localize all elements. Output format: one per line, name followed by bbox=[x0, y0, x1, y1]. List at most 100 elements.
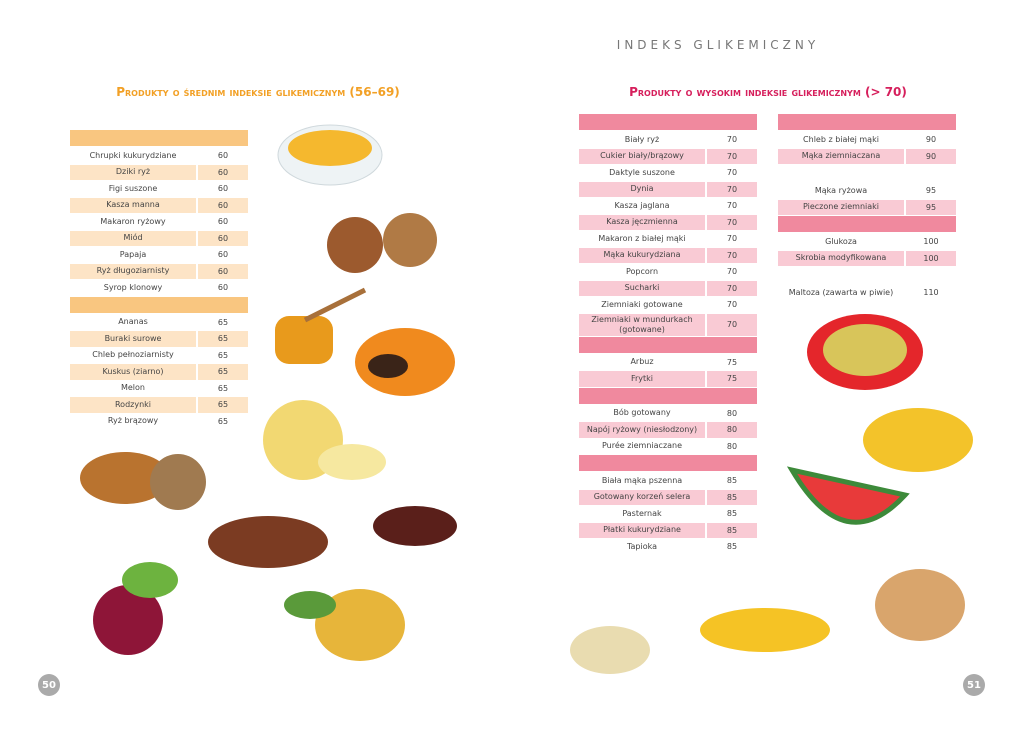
gi-value: 95 bbox=[925, 186, 937, 196]
gi-value: 75 bbox=[707, 371, 757, 387]
table-row: Płatki kukurydziane 85 bbox=[579, 522, 757, 538]
food-name: Mąka ryżowa bbox=[814, 185, 868, 195]
table-medium: Chrupki kukurydziane 60 Dziki ryż 60 Figi su… bbox=[70, 130, 248, 430]
food-name: Purée ziemniaczane bbox=[601, 441, 683, 451]
table-row: Makaron z białej mąki 70 bbox=[579, 231, 757, 247]
food-name: Buraki surowe bbox=[70, 331, 196, 347]
table-row: Kasza manna 60 bbox=[70, 197, 248, 213]
bread-slice bbox=[150, 454, 206, 510]
gi-value: 60 bbox=[217, 283, 229, 293]
food-name: Mąka kukurydziana bbox=[579, 247, 705, 263]
table-row: Kuskus (ziarno) 65 bbox=[70, 364, 248, 380]
gi-value: 70 bbox=[707, 181, 757, 197]
gi-value: 70 bbox=[707, 247, 757, 263]
fig bbox=[327, 217, 383, 273]
gi-value: 60 bbox=[217, 250, 229, 260]
gi-value: 70 bbox=[707, 148, 757, 164]
table-row: Chrupki kukurydziane 60 bbox=[70, 148, 248, 164]
table-row: Pieczone ziemniaki 95 bbox=[778, 199, 956, 215]
melon-slice bbox=[318, 444, 386, 480]
gi-value: 65 bbox=[217, 350, 229, 360]
group-header bbox=[579, 336, 757, 353]
gi-value: 70 bbox=[707, 214, 757, 230]
food-name: Kasza jęczmienna bbox=[579, 214, 705, 230]
group-header bbox=[70, 296, 248, 313]
food-name: Tapioka bbox=[626, 541, 658, 551]
gi-value: 65 bbox=[198, 331, 248, 347]
bread bbox=[80, 452, 170, 504]
gi-value: 70 bbox=[726, 201, 738, 211]
food-name: Popcorn bbox=[625, 266, 659, 276]
gi-value: 90 bbox=[925, 135, 937, 145]
table-row: Syrop klonowy 60 bbox=[70, 280, 248, 296]
gi-value: 60 bbox=[217, 151, 229, 161]
gi-value: 95 bbox=[906, 199, 956, 215]
group-header bbox=[579, 387, 757, 404]
table-row: Papaja 60 bbox=[70, 247, 248, 263]
table-row: Figi suszone 60 bbox=[70, 181, 248, 197]
pineapple-leaves bbox=[284, 591, 336, 619]
food-name: Pieczone ziemniaki bbox=[778, 199, 904, 215]
table-row: Purée ziemniaczane 80 bbox=[579, 439, 757, 455]
parsnip bbox=[570, 626, 650, 674]
food-name: Dynia bbox=[579, 181, 705, 197]
food-name: Frytki bbox=[579, 371, 705, 387]
food-name: Biała mąka pszenna bbox=[601, 475, 683, 485]
gi-value: 70 bbox=[726, 300, 738, 310]
table-row: Kasza jaglana 70 bbox=[579, 198, 757, 214]
table-row: Ananas 65 bbox=[70, 315, 248, 331]
right-title: Produkty o wysokim indeksie glikemicznym… bbox=[629, 85, 907, 99]
table-row: Biała mąka pszenna 85 bbox=[579, 473, 757, 489]
table-row: Maltoza (zawarta w piwie) 110 bbox=[778, 285, 956, 301]
gi-value: 65 bbox=[217, 383, 229, 393]
rice bbox=[208, 516, 328, 568]
table-row: Glukoza 100 bbox=[778, 234, 956, 250]
table-row: Pasternak 85 bbox=[579, 506, 757, 522]
food-name: Cukier biały/brązowy bbox=[579, 148, 705, 164]
food-name: Kasza manna bbox=[70, 197, 196, 213]
gi-value: 85 bbox=[707, 522, 757, 538]
gi-value: 75 bbox=[726, 357, 738, 367]
group-header bbox=[579, 114, 757, 130]
gi-value: 60 bbox=[217, 184, 229, 194]
left-title: Produkty o średnim indeksie glikemicznym… bbox=[116, 85, 400, 99]
gi-value: 85 bbox=[726, 476, 738, 486]
table-row: Daktyle suszone 70 bbox=[579, 165, 757, 181]
table-row: Ziemniaki w mundurkach (gotowane) 70 bbox=[579, 313, 757, 336]
table-row: Makaron ryżowy 60 bbox=[70, 214, 248, 230]
food-name: Glukoza bbox=[825, 236, 857, 246]
table-row: Ziemniaki gotowane 70 bbox=[579, 297, 757, 313]
food-name: Pasternak bbox=[622, 508, 662, 518]
gi-value: 65 bbox=[217, 317, 229, 327]
food-name: Ziemniaki gotowane bbox=[601, 299, 683, 309]
food-name: Napój ryżowy (niesłodzony) bbox=[579, 422, 705, 438]
gi-value: 65 bbox=[198, 397, 248, 413]
running-header: INDEKS GLIKEMICZNY bbox=[616, 38, 820, 52]
white-bread bbox=[875, 569, 965, 641]
papaya-seeds bbox=[368, 354, 408, 378]
food-name: Miód bbox=[70, 230, 196, 246]
table-row: Mąka kukurydziana 70 bbox=[579, 247, 757, 263]
watermelon bbox=[786, 466, 910, 525]
gi-value: 85 bbox=[726, 542, 738, 552]
table-high-2: Chleb z białej mąki 90 Mąka ziemniaczana 90… bbox=[778, 114, 956, 302]
gi-value: 70 bbox=[726, 135, 738, 145]
food-name: Makaron ryżowy bbox=[100, 216, 166, 226]
gi-value: 80 bbox=[726, 408, 738, 418]
food-name: Ryż długoziarnisty bbox=[70, 263, 196, 279]
group-header bbox=[70, 130, 248, 146]
pasta bbox=[863, 408, 973, 472]
food-name: Papaja bbox=[119, 249, 147, 259]
gi-value: 60 bbox=[198, 230, 248, 246]
food-name: Figi suszone bbox=[108, 183, 158, 193]
gi-value: 100 bbox=[923, 237, 939, 247]
gi-value: 60 bbox=[198, 197, 248, 213]
table-row: Chleb z białej mąki 90 bbox=[778, 132, 956, 148]
table-row: Biały ryż 70 bbox=[579, 132, 757, 148]
table-row: Gotowany korzeń selera 85 bbox=[579, 489, 757, 505]
food-name: Biały ryż bbox=[624, 134, 660, 144]
gi-value: 70 bbox=[707, 313, 757, 336]
gi-value: 70 bbox=[726, 234, 738, 244]
gi-value: 110 bbox=[923, 288, 939, 298]
